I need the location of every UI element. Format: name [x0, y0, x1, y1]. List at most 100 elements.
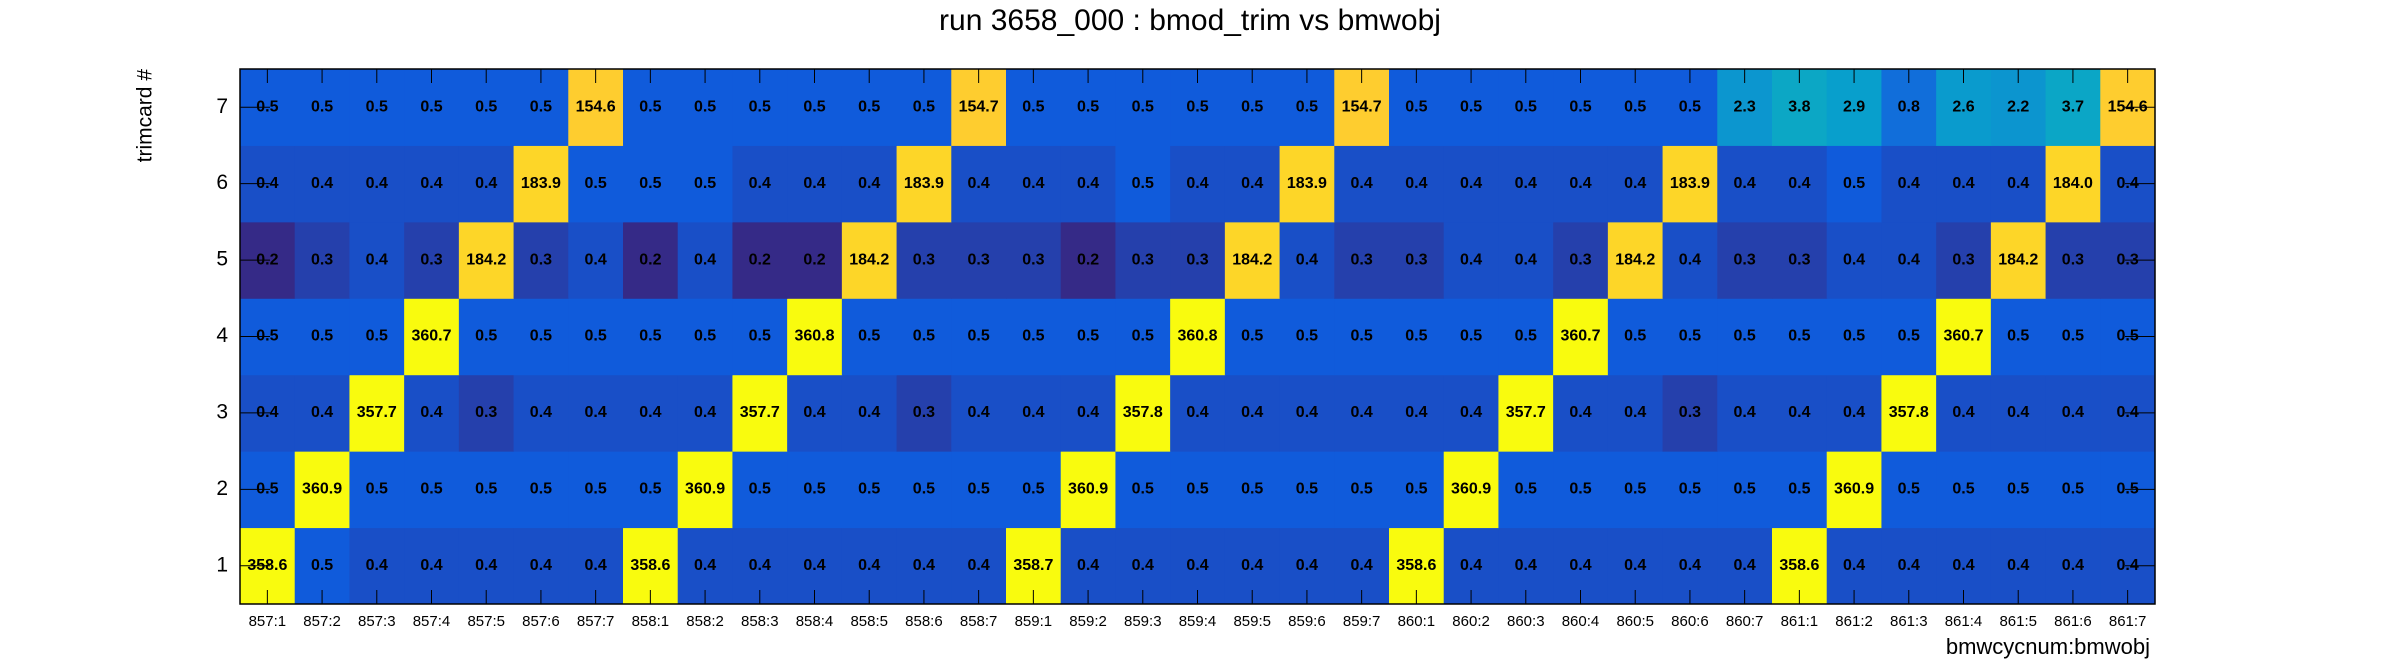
heatmap-cell [677, 145, 733, 223]
cell-label: 0.5 [694, 98, 716, 115]
heatmap-cell [1881, 374, 1937, 452]
cell-label: 0.5 [585, 175, 607, 192]
heatmap-cell [732, 221, 788, 299]
heatmap-cell [1443, 374, 1499, 452]
cell-label: 0.5 [639, 98, 661, 115]
heatmap-cell [404, 374, 460, 452]
x-tick-label: 861:5 [1999, 613, 2037, 630]
heatmap-cell [513, 374, 569, 452]
cell-label: 0.4 [1241, 557, 1263, 574]
cell-label: 0.3 [1952, 251, 1974, 268]
cell-label: 357.7 [1506, 404, 1546, 421]
cell-label: 0.4 [530, 404, 552, 421]
heatmap-cell [349, 451, 405, 529]
cell-label: 0.5 [530, 481, 552, 498]
heatmap-cell [458, 451, 515, 529]
heatmap-cell [1881, 221, 1937, 299]
heatmap-cell [513, 145, 569, 223]
heatmap-cell [787, 298, 843, 376]
heatmap-cell [1224, 221, 1281, 299]
cell-label: 0.4 [858, 404, 880, 421]
cell-label: 0.5 [694, 328, 716, 345]
x-tick-label: 858:2 [686, 613, 724, 630]
cell-label: 0.3 [1734, 251, 1756, 268]
cell-label: 0.4 [1077, 404, 1099, 421]
cell-label: 0.4 [1898, 557, 1920, 574]
cell-label: 0.4 [1569, 557, 1591, 574]
heatmap-cell [1334, 374, 1390, 452]
cell-label: 360.7 [1943, 328, 1983, 345]
cell-label: 0.5 [1843, 328, 1865, 345]
heatmap-cell [1662, 451, 1718, 529]
heatmap-cell [1006, 374, 1062, 452]
cell-label: 0.5 [1296, 481, 1318, 498]
heatmap-cell [732, 451, 788, 529]
cell-label: 358.7 [1013, 557, 1053, 574]
cell-label: 0.5 [1734, 481, 1756, 498]
heatmap-cell [896, 221, 952, 299]
heatmap-cell [458, 374, 515, 452]
cell-label: 0.3 [1569, 251, 1591, 268]
x-tick-label: 860:4 [1562, 613, 1600, 630]
heatmap-cell [1717, 374, 1773, 452]
cell-label: 0.5 [1515, 328, 1537, 345]
cell-label: 0.4 [366, 557, 388, 574]
cell-label: 0.4 [1405, 175, 1427, 192]
heatmap-cell [513, 221, 569, 299]
cell-label: 154.6 [576, 98, 616, 115]
heatmap-cell [1389, 221, 1445, 299]
heatmap-cell [1389, 451, 1445, 529]
heatmap-cell [732, 145, 788, 223]
cell-label: 0.4 [1843, 557, 1865, 574]
cell-label: 0.4 [1788, 404, 1810, 421]
cell-label: 0.4 [1351, 404, 1373, 421]
x-tick-label: 857:2 [303, 613, 341, 630]
cell-label: 0.5 [1405, 328, 1427, 345]
cell-label: 0.5 [1679, 98, 1701, 115]
cell-label: 360.9 [302, 481, 342, 498]
cell-label: 0.5 [1624, 328, 1646, 345]
cell-label: 0.4 [1296, 557, 1318, 574]
cell-label: 0.5 [1679, 328, 1701, 345]
heatmap-cell [2045, 145, 2101, 223]
cell-label: 0.5 [366, 98, 388, 115]
heatmap-cell [1389, 298, 1445, 376]
cell-label: 184.2 [849, 251, 889, 268]
heatmap-cell [1224, 145, 1281, 223]
cell-label: 0.3 [913, 251, 935, 268]
cell-label: 0.5 [366, 328, 388, 345]
cell-label: 0.4 [585, 557, 607, 574]
cell-label: 0.2 [639, 251, 661, 268]
cell-label: 0.5 [968, 328, 990, 345]
cell-label: 154.7 [1342, 98, 1382, 115]
cell-label: 0.5 [475, 98, 497, 115]
cell-label: 0.4 [1898, 175, 1920, 192]
cell-label: 0.5 [913, 328, 935, 345]
cell-label: 0.5 [803, 481, 825, 498]
heatmap-cell [1936, 298, 1992, 376]
cell-label: 0.4 [366, 175, 388, 192]
x-tick-label: 861:6 [2054, 613, 2092, 630]
cell-label: 0.4 [1624, 557, 1646, 574]
cell-label: 0.3 [2062, 251, 2084, 268]
cell-label: 0.3 [311, 251, 333, 268]
cell-label: 0.3 [1679, 404, 1701, 421]
cell-label: 0.4 [2062, 404, 2084, 421]
cell-label: 0.4 [1952, 175, 1974, 192]
heatmap-cell [951, 145, 1007, 223]
x-tick-label: 859:2 [1069, 613, 1107, 630]
cell-label: 0.5 [420, 481, 442, 498]
cell-label: 0.4 [2007, 404, 2029, 421]
heatmap-cell [1990, 374, 2047, 452]
y-tick-label: 6 [216, 171, 228, 194]
y-axis-title: trimcard # [134, 69, 157, 163]
cell-label: 358.6 [630, 557, 670, 574]
heatmap-cell [1607, 145, 1664, 223]
heatmap-cell [623, 221, 679, 299]
cell-label: 0.4 [1460, 557, 1482, 574]
cell-label: 2.3 [1734, 98, 1756, 115]
heatmap-cell [1936, 374, 1992, 452]
x-tick-label: 858:6 [905, 613, 943, 630]
heatmap-cell [787, 145, 843, 223]
